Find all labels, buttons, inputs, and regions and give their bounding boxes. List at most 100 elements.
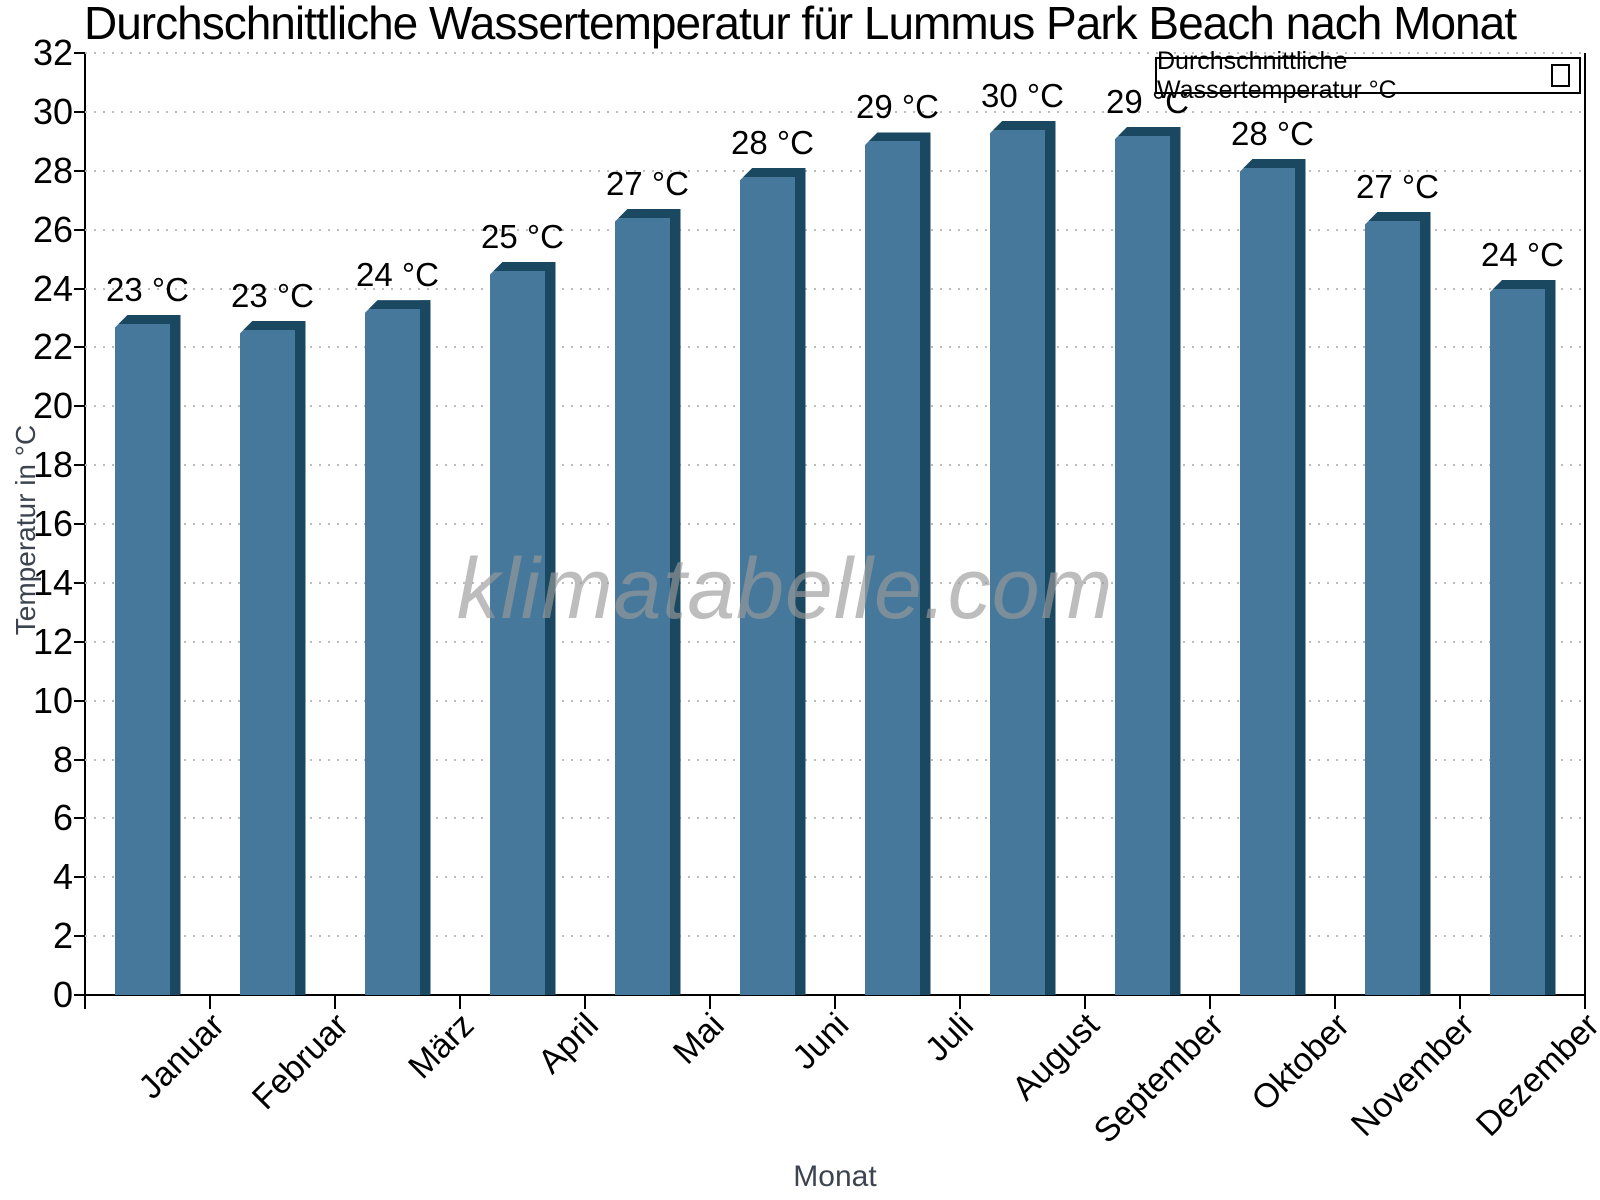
y-axis-tick: [74, 52, 85, 54]
bar-right-edge: [294, 320, 306, 995]
bar: [864, 132, 931, 995]
x-axis-tick: [584, 996, 586, 1009]
gridline: [85, 52, 1585, 54]
y-axis-tick: [74, 110, 85, 113]
bar-right-edge: [169, 314, 181, 995]
bar-right-edge: [794, 167, 806, 995]
bar-top-edge: [364, 300, 431, 310]
x-tick-label-text: Oktober: [1243, 1006, 1357, 1119]
y-tick-label: 6: [52, 797, 73, 839]
bar-top-edge: [1489, 279, 1556, 289]
y-tick-label: 32: [32, 32, 73, 73]
bar-top-edge: [1239, 158, 1306, 168]
gridline: [85, 523, 1585, 525]
y-tick-label: 8: [52, 738, 73, 780]
y-tick-label: 10: [32, 679, 73, 721]
bar: [114, 314, 181, 995]
x-tick-label-text: Dezember: [1468, 1006, 1600, 1144]
bar-right-edge: [1169, 126, 1181, 995]
bar-right-edge: [1419, 211, 1431, 995]
bar-value-label: 29 °C: [856, 88, 939, 126]
y-axis-tick: [74, 287, 85, 290]
bar-value-label: 27 °C: [1356, 167, 1439, 205]
bar-value-label: 30 °C: [981, 76, 1064, 114]
y-axis-tick: [74, 817, 85, 820]
y-tick-label: 20: [32, 385, 73, 427]
y-tick-label: 28: [32, 149, 73, 191]
y-axis-tick: [74, 935, 85, 938]
gridline: [85, 876, 1585, 879]
x-tick-label-text: März: [401, 1006, 482, 1087]
x-axis-tick: [1584, 996, 1586, 1009]
gridline: [85, 110, 1585, 113]
x-tick-label-text: Mai: [665, 1006, 732, 1072]
x-tick-label-text: September: [1086, 1006, 1232, 1151]
bar-value-label: 27 °C: [606, 165, 689, 203]
legend-label: Durchschnittliche Wassertemperatur °C: [1157, 46, 1397, 104]
y-axis-tick: [74, 228, 85, 231]
gridline: [85, 640, 1585, 643]
x-tick-label-text: Juni: [785, 1006, 857, 1077]
gridline: [85, 581, 1585, 584]
x-axis-tick: [1084, 996, 1086, 1009]
x-axis-tick: [209, 996, 211, 1009]
bar-value-label: 23 °C: [231, 276, 314, 314]
y-tick-label: 22: [32, 326, 73, 368]
x-axis-tick: [1209, 996, 1211, 1009]
x-tick-label-text: November: [1343, 1006, 1482, 1144]
bar-value-label: 24 °C: [356, 256, 439, 294]
bar-top-edge: [864, 132, 931, 142]
bar-right-edge: [919, 132, 931, 995]
y-axis-tick: [74, 640, 85, 643]
bar: [364, 300, 431, 995]
gridline: [85, 758, 1585, 761]
gridline: [85, 699, 1585, 702]
bar-top-edge: [114, 314, 181, 324]
bar-right-edge: [1544, 279, 1556, 995]
x-tick-label-text: August: [1004, 1006, 1107, 1108]
x-tick-label-text: Januar: [130, 1006, 232, 1107]
y-tick-label: 12: [32, 620, 73, 662]
x-tick-label-text: Februar: [245, 1006, 357, 1118]
x-axis-tick: [709, 996, 711, 1009]
bar: [739, 167, 806, 995]
bar: [1114, 126, 1181, 995]
bar-value-label: 25 °C: [481, 218, 564, 255]
bar-top-edge: [489, 262, 556, 271]
bar-top-edge: [989, 120, 1056, 130]
bar: [1364, 211, 1431, 995]
y-axis-tick: [74, 464, 85, 467]
bar: [989, 120, 1056, 995]
bar-top-edge: [239, 320, 306, 330]
x-axis-tick: [459, 996, 461, 1009]
bar-right-edge: [669, 209, 681, 995]
y-tick-label: 24: [32, 267, 73, 309]
bar: [1239, 158, 1306, 995]
bar-top-edge: [614, 209, 681, 219]
watermark: klimatabelle.com: [456, 541, 1114, 637]
x-tick-label-text: April: [531, 1006, 607, 1081]
gridline: [85, 817, 1585, 820]
y-tick-label: 0: [52, 974, 73, 1015]
y-tick-label: 4: [52, 856, 73, 898]
bar-right-edge: [419, 300, 431, 995]
bar-right-edge: [544, 262, 556, 995]
y-axis-tick: [74, 699, 85, 702]
y-tick-label: 26: [32, 208, 73, 250]
x-axis-tick: [84, 996, 86, 1009]
bar-top-edge: [1114, 126, 1181, 136]
gridline: [85, 464, 1585, 467]
bar: [239, 320, 306, 995]
legend-color-swatch-icon: [1551, 64, 1570, 87]
bar-value-label: 28 °C: [1231, 114, 1314, 152]
y-axis-title: Temperatur in °C: [10, 424, 41, 636]
right-frame-line: [1584, 53, 1586, 996]
gridline: [85, 405, 1585, 408]
bar-value-label: 24 °C: [1481, 235, 1564, 273]
bar: [614, 209, 681, 995]
y-axis-tick: [74, 169, 85, 172]
y-tick-label: 18: [32, 444, 73, 486]
y-axis-tick: [74, 994, 85, 996]
bar-value-label: 23 °C: [106, 270, 189, 308]
x-axis-title: Monat: [793, 1160, 877, 1193]
